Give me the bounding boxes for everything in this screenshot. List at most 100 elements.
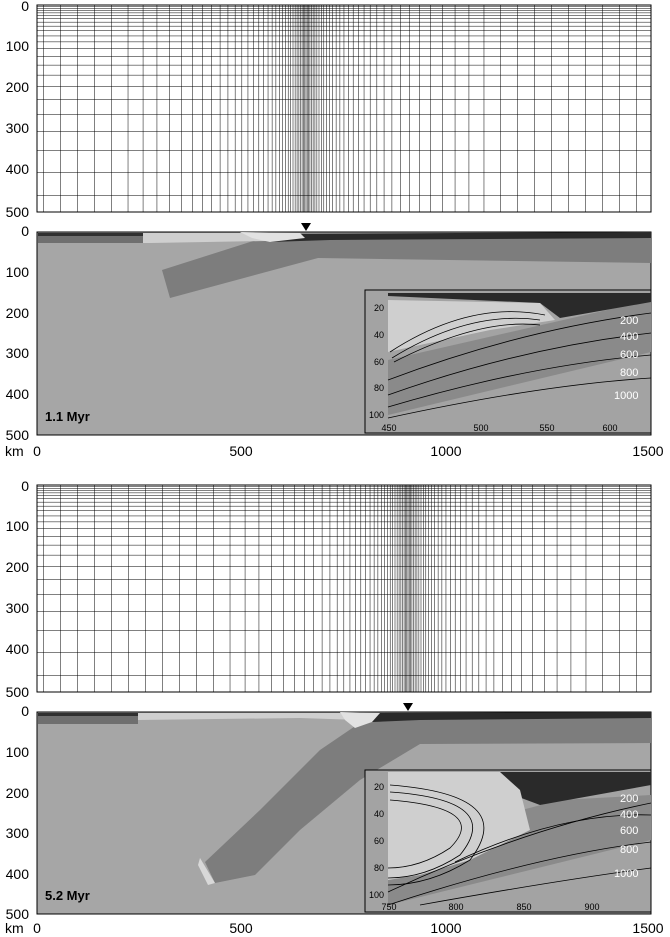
inset-x-tick: 750 <box>381 902 396 912</box>
y-tick: 400 <box>6 161 30 177</box>
inset-slab-2 <box>388 795 651 905</box>
x-unit: km <box>5 443 24 459</box>
inset-sediment-1 <box>388 300 555 352</box>
overriding-plate-2 <box>38 713 138 724</box>
overriding-plate-1 <box>38 233 143 243</box>
time-label: 1.1 Myr <box>45 409 90 424</box>
y-tick: 500 <box>6 204 30 220</box>
y-tick: 0 <box>21 478 29 494</box>
mesh-grid-1 <box>36 4 652 212</box>
x-tick: 1000 <box>430 920 461 936</box>
contour-label: 800 <box>620 367 638 379</box>
inset-contours-1 <box>387 311 652 419</box>
inset-y-tick: 60 <box>374 836 384 846</box>
slab-tip-2 <box>198 858 215 885</box>
mesh-panel-1 <box>36 4 652 213</box>
contour-label: 400 <box>620 331 638 343</box>
model-y-axis-1: 0 100 200 300 400 500 <box>6 223 30 443</box>
accretion-wedge-2 <box>340 712 380 728</box>
x-tick: 500 <box>229 443 253 459</box>
y-tick: 500 <box>6 427 30 443</box>
contour-label: 1000 <box>614 868 638 880</box>
x-tick: 1500 <box>632 443 663 459</box>
inset-x-tick: 600 <box>602 423 617 433</box>
inset-1: 200 400 600 800 1000 20 40 60 80 100 450… <box>364 289 652 434</box>
accretion-wedge-1 <box>240 232 305 242</box>
inset-x-tick: 800 <box>448 902 463 912</box>
contour-label: 1000 <box>614 390 638 402</box>
inset-x-tick: 450 <box>381 423 396 433</box>
inset-y-tick: 100 <box>369 890 384 900</box>
y-tick: 0 <box>21 223 29 239</box>
y-tick: 0 <box>21 703 29 719</box>
inset-y-tick: 40 <box>374 330 384 340</box>
contour-label: 200 <box>620 315 638 327</box>
inset-contours-2 <box>387 784 652 906</box>
inset-x-tick: 850 <box>516 902 531 912</box>
y-tick: 200 <box>6 785 30 801</box>
inset-2: 200 400 600 800 1000 20 40 60 80 100 750… <box>364 769 652 913</box>
overriding-crust-2 <box>38 713 138 716</box>
y-tick: 400 <box>6 386 30 402</box>
inset-y-tick: 40 <box>374 809 384 819</box>
y-tick: 100 <box>6 264 30 280</box>
x-tick: 0 <box>33 443 41 459</box>
crust-dark-1 <box>268 232 651 242</box>
y-tick: 500 <box>6 684 30 700</box>
triangle-down-icon <box>301 223 311 231</box>
y-tick: 200 <box>6 79 30 95</box>
x-tick: 0 <box>33 920 41 936</box>
inset-x-tick: 550 <box>539 423 554 433</box>
y-tick: 400 <box>6 641 30 657</box>
inset-sediment-2 <box>388 772 530 880</box>
model-panel-1: 200 400 600 800 1000 20 40 60 80 100 450… <box>36 231 652 436</box>
inset-top-dark-2 <box>500 772 651 805</box>
crust-dark-2 <box>370 712 651 722</box>
inset-y-tick: 100 <box>369 410 384 420</box>
inset-y-tick: 80 <box>374 863 384 873</box>
y-tick: 500 <box>6 906 30 922</box>
slab-1 <box>162 232 651 298</box>
mesh-y-axis-1: 0 100 200 300 400 500 <box>6 0 30 220</box>
overriding-crust-1 <box>38 233 143 236</box>
inset-x-tick: 500 <box>473 423 488 433</box>
y-tick: 300 <box>6 600 30 616</box>
inset-x-tick: 900 <box>584 902 599 912</box>
y-tick: 200 <box>6 305 30 321</box>
x-axis-2: km 0 500 1000 1500 <box>5 920 664 936</box>
contour-label: 200 <box>620 793 638 805</box>
x-tick: 1000 <box>430 443 461 459</box>
y-tick: 100 <box>6 744 30 760</box>
inset-y-tick: 20 <box>374 782 384 792</box>
y-tick: 300 <box>6 825 30 841</box>
y-tick: 100 <box>6 518 30 534</box>
y-tick: 300 <box>6 345 30 361</box>
x-unit: km <box>5 920 24 936</box>
model-y-axis-2: 0 100 200 300 400 500 <box>6 703 30 922</box>
mesh-y-axis-2: 0 100 200 300 400 500 <box>6 478 30 700</box>
x-tick: 500 <box>229 920 253 936</box>
time-label: 5.2 Myr <box>45 888 90 903</box>
slab-2 <box>205 714 651 883</box>
y-tick: 300 <box>6 120 30 136</box>
inset-y-tick: 60 <box>374 357 384 367</box>
inset-slab-1 <box>388 300 651 415</box>
y-tick: 100 <box>6 38 30 54</box>
y-tick: 0 <box>21 0 29 14</box>
contour-label: 600 <box>620 825 638 837</box>
inset-top-dark-1 <box>388 293 651 318</box>
y-tick: 400 <box>6 866 30 882</box>
x-tick: 1500 <box>632 920 663 936</box>
contour-label: 800 <box>620 844 638 856</box>
contour-label: 400 <box>620 809 638 821</box>
model-panel-2: 200 400 600 800 1000 20 40 60 80 100 750… <box>36 711 652 915</box>
triangle-down-icon <box>403 703 413 711</box>
sediment-wedge-2 <box>138 713 370 720</box>
x-axis-1: km 0 500 1000 1500 <box>5 443 664 459</box>
contour-label: 600 <box>620 349 638 361</box>
mesh-panel-2 <box>36 484 652 693</box>
inset-y-tick: 20 <box>374 303 384 313</box>
y-tick: 200 <box>6 559 30 575</box>
mesh-grid-2 <box>36 484 652 692</box>
